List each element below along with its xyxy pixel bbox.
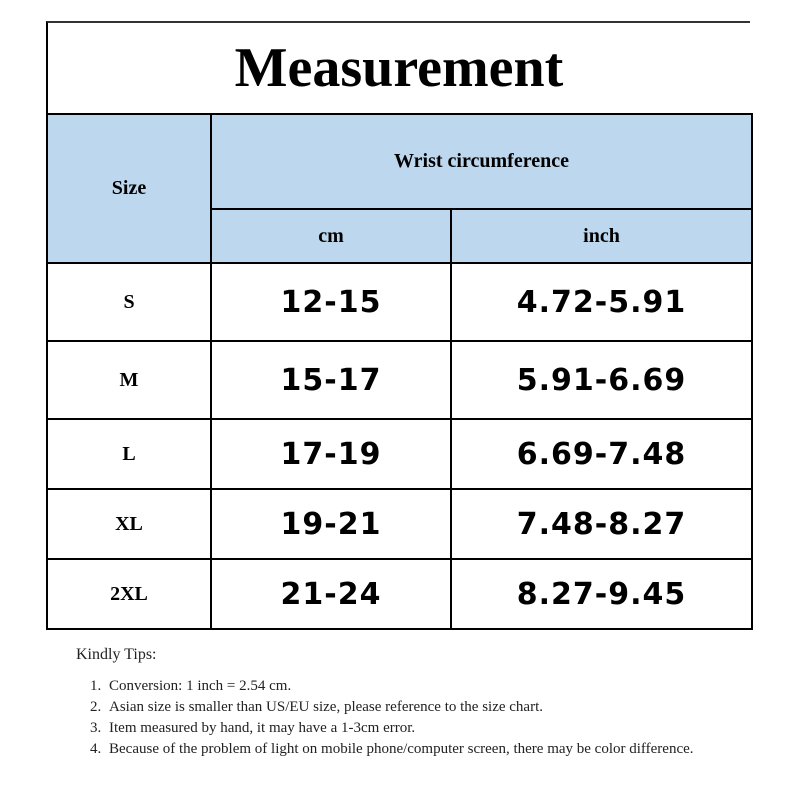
inch-cell: 7.48-8.27 — [450, 488, 753, 560]
size-cell: S — [46, 262, 212, 342]
table-row: M 15-17 5.91-6.69 — [46, 340, 753, 420]
cm-cell: 17-19 — [210, 418, 452, 490]
inch-cell: 6.69-7.48 — [450, 418, 753, 490]
size-cell: 2XL — [46, 558, 212, 630]
inch-cell: 4.72-5.91 — [450, 262, 753, 342]
page-title: Measurement — [46, 21, 750, 113]
tip-item: Asian size is smaller than US/EU size, p… — [105, 697, 739, 718]
tip-item: Because of the problem of light on mobil… — [105, 739, 739, 760]
size-header: Size — [46, 113, 212, 264]
inch-cell: 5.91-6.69 — [450, 340, 753, 420]
cm-cell: 21-24 — [210, 558, 452, 630]
cm-cell: 19-21 — [210, 488, 452, 560]
cm-cell: 12-15 — [210, 262, 452, 342]
wrist-circumference-header: Wrist circumference — [210, 113, 753, 210]
kindly-tips: Kindly Tips: Conversion: 1 inch = 2.54 c… — [76, 646, 739, 760]
inch-header: inch — [450, 208, 753, 264]
table-row: 2XL 21-24 8.27-9.45 — [46, 558, 753, 630]
cm-header: cm — [210, 208, 452, 264]
size-cell: XL — [46, 488, 212, 560]
size-table: Size Wrist circumference cm inch S 12-15… — [46, 113, 753, 630]
table-row: XL 19-21 7.48-8.27 — [46, 488, 753, 560]
table-row: L 17-19 6.69-7.48 — [46, 418, 753, 490]
tips-heading: Kindly Tips: — [76, 646, 157, 663]
cm-cell: 15-17 — [210, 340, 452, 420]
table-row: S 12-15 4.72-5.91 — [46, 262, 753, 342]
tip-item: Conversion: 1 inch = 2.54 cm. — [105, 676, 739, 697]
size-cell: L — [46, 418, 212, 490]
tip-item: Item measured by hand, it may have a 1-3… — [105, 718, 739, 739]
size-cell: M — [46, 340, 212, 420]
inch-cell: 8.27-9.45 — [450, 558, 753, 630]
